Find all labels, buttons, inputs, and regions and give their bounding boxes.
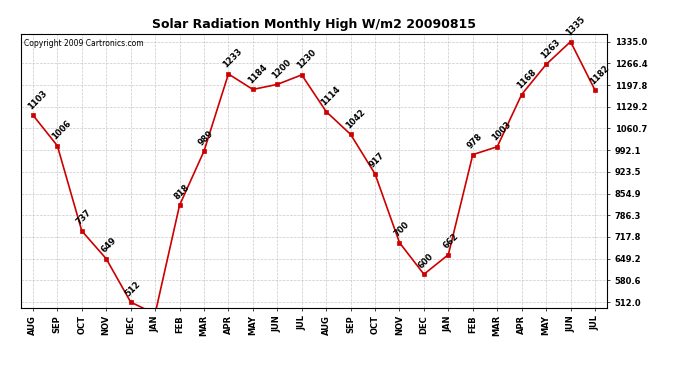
Text: 989: 989 [197,128,215,147]
Text: 1182: 1182 [588,63,611,86]
Text: 737: 737 [75,208,93,227]
Text: 649: 649 [99,236,118,255]
Text: 1042: 1042 [344,107,366,130]
Text: 1233: 1233 [221,47,244,70]
Text: 475: 475 [0,374,1,375]
Text: Copyright 2009 Cartronics.com: Copyright 2009 Cartronics.com [23,39,144,48]
Text: 1006: 1006 [50,119,73,142]
Title: Solar Radiation Monthly High W/m2 20090815: Solar Radiation Monthly High W/m2 200908… [152,18,476,31]
Text: 1114: 1114 [319,84,342,107]
Text: 1263: 1263 [539,38,562,60]
Text: 700: 700 [393,220,411,239]
Text: 978: 978 [466,132,484,150]
Text: 662: 662 [442,232,460,251]
Text: 1168: 1168 [515,68,538,90]
Text: 1230: 1230 [295,48,317,71]
Text: 1003: 1003 [491,120,513,142]
Text: 1184: 1184 [246,62,269,85]
Text: 818: 818 [172,183,191,201]
Text: 1335: 1335 [564,15,586,38]
Text: 1103: 1103 [26,88,49,111]
Text: 512: 512 [124,279,143,298]
Text: 600: 600 [417,252,435,270]
Text: 917: 917 [368,151,387,170]
Text: 1200: 1200 [270,57,293,80]
